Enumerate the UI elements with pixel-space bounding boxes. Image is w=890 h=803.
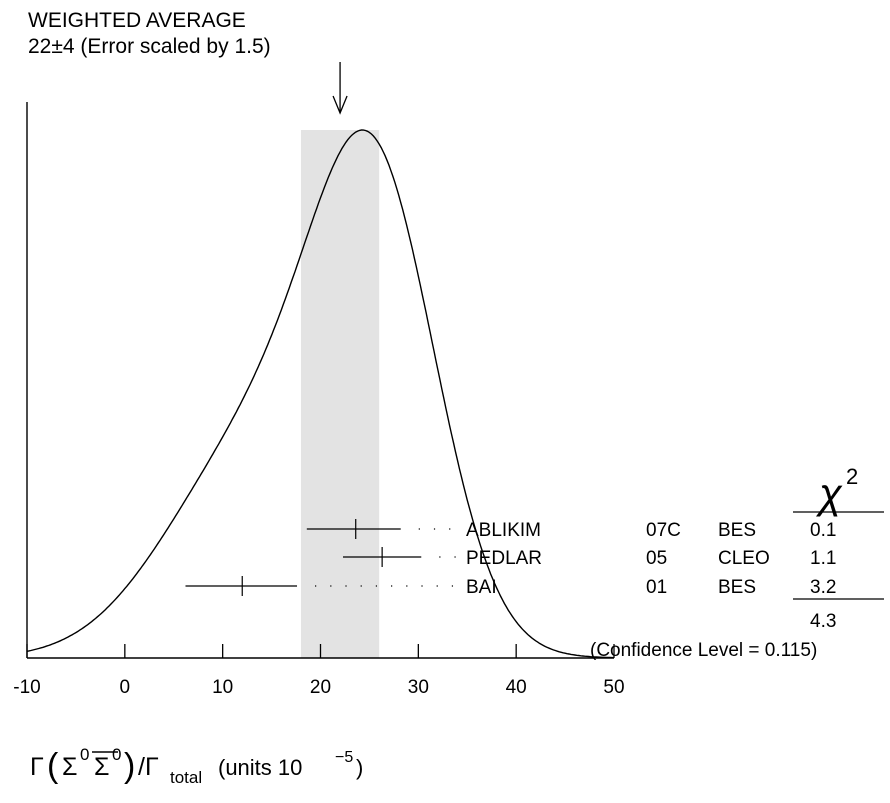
measurement-year: 07C xyxy=(646,520,681,541)
measurement-chi2: 1.1 xyxy=(810,548,836,569)
xlabel-gamma: Γ xyxy=(30,753,44,781)
x-tick-label: 20 xyxy=(310,677,331,698)
measurement-chi2: 3.2 xyxy=(810,577,836,598)
xlabel-rparen: ) xyxy=(124,747,135,785)
chart-title: WEIGHTED AVERAGE xyxy=(28,9,246,32)
xlabel-sigma: Σ xyxy=(62,753,77,781)
x-tick-label: 50 xyxy=(603,677,624,698)
chi2-total: 4.3 xyxy=(810,611,836,632)
measurement-experiment: BES xyxy=(718,520,756,541)
confidence-level: (Confidence Level = 0.115) xyxy=(590,640,817,661)
x-axis-ticks: -10 0 10 20 30 40 50 xyxy=(13,644,625,698)
x-tick-label: -10 xyxy=(13,677,40,698)
measurement-row: ABLIKIM 07C BES 0.1 xyxy=(306,519,836,541)
x-axis-label: Γ ( Σ 0 Σ 0 ) /Γ total (units 10 −5 ) xyxy=(30,745,363,787)
x-tick-label: 0 xyxy=(120,677,131,698)
weighted-average-arrow xyxy=(332,62,348,115)
x-tick-label: 40 xyxy=(506,677,527,698)
measurement-row: PEDLAR 05 CLEO 1.1 xyxy=(343,547,836,569)
x-tick-label: 30 xyxy=(408,677,429,698)
chi2-superscript: 2 xyxy=(846,464,858,489)
xlabel-lparen: ( xyxy=(47,747,59,785)
xlabel-units: (units 10 xyxy=(218,755,302,780)
x-tick-label: 10 xyxy=(212,677,233,698)
xlabel-slash-gamma: /Γ xyxy=(138,753,159,781)
measurement-year: 01 xyxy=(646,577,667,598)
measurement-author: BAI xyxy=(466,577,497,598)
xlabel-total: total xyxy=(170,768,202,787)
measurement-row: BAI 01 BES 3.2 xyxy=(185,576,836,598)
weighted-average-band xyxy=(300,130,380,658)
xlabel-units-close: ) xyxy=(356,755,363,780)
measurement-experiment: CLEO xyxy=(718,548,770,569)
xlabel-sigma-bar-sup: 0 xyxy=(112,745,121,764)
measurement-author: PEDLAR xyxy=(466,548,542,569)
measurement-chi2: 0.1 xyxy=(810,520,836,541)
chi2-symbol: χ xyxy=(815,470,843,517)
arrow-head xyxy=(332,95,348,115)
ideogram-curve xyxy=(26,129,614,659)
measurements-group: ABLIKIM 07C BES 0.1 PEDLAR 05 CLEO 1.1 BAI 01 BES 3… xyxy=(185,519,836,598)
measurement-experiment: BES xyxy=(718,577,756,598)
measurement-author: ABLIKIM xyxy=(466,520,541,541)
chart-subtitle: 22±4 (Error scaled by 1.5) xyxy=(28,35,271,58)
xlabel-sigma-sup: 0 xyxy=(80,745,89,764)
measurement-year: 05 xyxy=(646,548,667,569)
xlabel-sigma-bar: Σ xyxy=(94,753,109,781)
xlabel-units-exp: −5 xyxy=(335,749,353,766)
